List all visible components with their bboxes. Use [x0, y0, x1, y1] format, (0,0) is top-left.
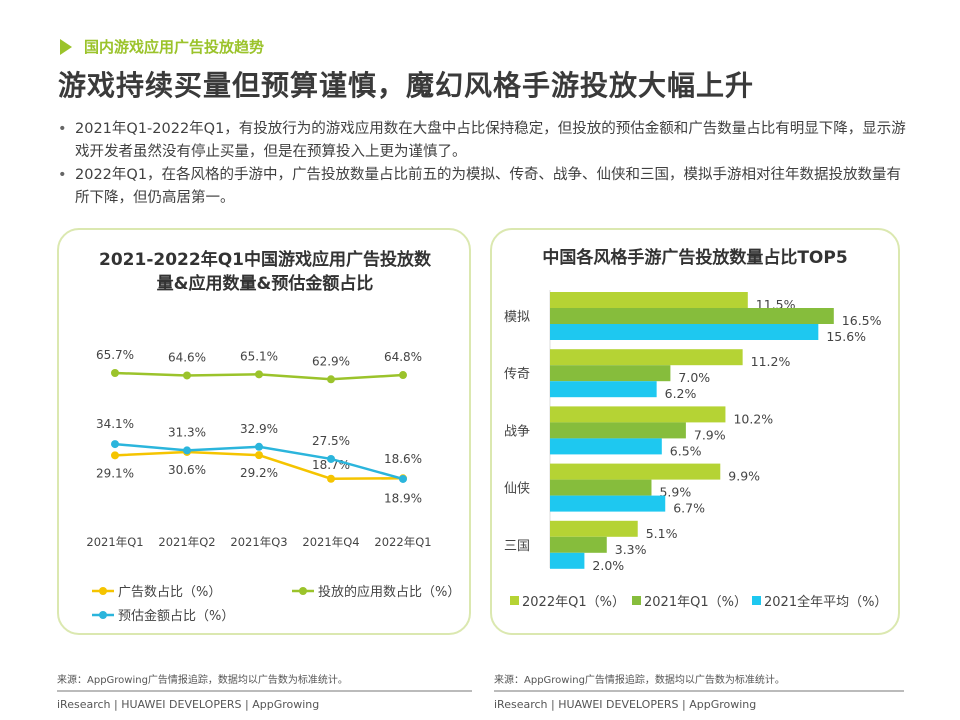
data-point: [111, 440, 119, 449]
data-label: 64.6%: [168, 350, 206, 364]
bar: [550, 292, 748, 308]
legend-marker: [99, 587, 107, 595]
section-label: 国内游戏应用广告投放趋势: [60, 36, 264, 57]
legend-label: 2021年Q1（%）: [644, 595, 747, 610]
category-label: 仙侠: [504, 482, 530, 497]
bar: [550, 463, 721, 480]
bar-value-label: 6.2%: [665, 386, 697, 401]
bar-value-label: 6.5%: [670, 443, 702, 458]
bar: [550, 324, 819, 340]
data-label: 31.3%: [168, 425, 206, 439]
data-label: 34.1%: [96, 417, 134, 431]
bullet-list: 2021年Q1-2022年Q1，有投放行为的游戏应用数在大盘中占比保持稳定，但投…: [58, 118, 908, 210]
legend-label: 投放的应用数占比（%）: [318, 584, 460, 600]
bullet-item: 2021年Q1-2022年Q1，有投放行为的游戏应用数在大盘中占比保持稳定，但投…: [58, 118, 908, 164]
bar-value-label: 7.0%: [678, 370, 710, 385]
bar: [550, 349, 743, 366]
data-label: 32.9%: [240, 422, 278, 436]
bar-chart-panel: [490, 228, 900, 635]
data-label: 29.2%: [240, 466, 278, 480]
data-label: 65.1%: [240, 349, 278, 363]
bar: [550, 422, 686, 439]
bar: [550, 308, 834, 324]
footer-left: iResearch | HUAWEI DEVELOPERS | AppGrowi…: [57, 698, 320, 711]
bar-value-label: 2.0%: [592, 558, 624, 573]
data-label: 62.9%: [312, 354, 350, 368]
bar: [550, 365, 671, 382]
data-label: 30.6%: [168, 463, 206, 477]
bar-value-label: 15.6%: [826, 329, 866, 344]
category-label: 传奇: [504, 366, 530, 382]
bar-value-label: 9.9%: [728, 469, 760, 484]
bar-value-label: 6.7%: [673, 501, 705, 516]
bar: [550, 495, 666, 512]
divider: [57, 690, 472, 692]
bar-value-label: 5.1%: [646, 526, 678, 541]
category-label: 三国: [504, 539, 530, 554]
data-point: [327, 375, 335, 384]
section-label-text: 国内游戏应用广告投放趋势: [84, 38, 265, 56]
bar: [550, 520, 638, 537]
source-note-left: 来源：AppGrowing广告情报追踪，数据均以广告数为标准统计。: [57, 675, 348, 686]
data-point: [255, 370, 263, 379]
line-chart-title-line: 量&应用数量&预估金额占比: [156, 274, 374, 294]
data-point: [111, 369, 119, 377]
bar-value-label: 16.5%: [842, 313, 882, 328]
line-chart-title: 2021-2022年Q1中国游戏应用广告投放数 量&应用数量&预估金额占比: [70, 248, 460, 296]
bar: [550, 552, 585, 569]
legend-label: 2022年Q1（%）: [522, 595, 625, 610]
data-label: 64.8%: [384, 350, 422, 364]
data-label: 29.1%: [96, 466, 134, 480]
data-point: [327, 474, 335, 483]
data-point: [183, 446, 191, 455]
legend-label: 预估金额占比（%）: [118, 608, 234, 624]
data-point: [183, 371, 191, 380]
category-label: 模拟: [504, 310, 530, 325]
bar-value-label: 3.3%: [615, 542, 647, 557]
source-note-right: 来源：AppGrowing广告情报追踪，数据均以广告数为标准统计。: [494, 675, 785, 686]
bar-value-label: 10.2%: [733, 411, 773, 426]
x-tick-label: 2021年Q4: [302, 535, 359, 549]
bar-value-label: 7.9%: [694, 427, 726, 442]
legend-swatch: [752, 596, 761, 605]
bar: [550, 536, 607, 553]
bullet-item: 2022年Q1，在各风格的手游中，广告投放数量占比前五的为模拟、传奇、战争、仙侠…: [58, 164, 908, 210]
page-title: 游戏持续买量但预算谨慎，魔幻风格手游投放大幅上升: [58, 69, 755, 102]
legend-label: 2021全年平均（%）: [764, 594, 887, 610]
bar: [550, 479, 652, 496]
data-label: 18.6%: [384, 452, 422, 466]
category-label: 战争: [504, 424, 530, 439]
legend-swatch: [510, 596, 519, 605]
bar: [550, 381, 657, 398]
x-tick-label: 2021年Q2: [158, 535, 215, 549]
legend-label: 广告数占比（%）: [118, 585, 221, 600]
bar-value-label: 11.2%: [751, 354, 791, 369]
data-point: [399, 474, 407, 483]
divider: [494, 690, 904, 692]
data-point: [111, 451, 119, 460]
bar: [550, 406, 726, 423]
data-label: 27.5%: [312, 434, 350, 448]
bar-chart-title: 中国各风格手游广告投放数量占比TOP5: [542, 248, 848, 268]
data-label: 65.7%: [96, 348, 134, 362]
bar: [550, 438, 662, 455]
data-point: [399, 371, 407, 380]
line-chart-title-line: 2021-2022年Q1中国游戏应用广告投放数: [99, 250, 431, 270]
legend-marker: [99, 611, 107, 619]
footer-right: iResearch | HUAWEI DEVELOPERS | AppGrowi…: [494, 698, 757, 711]
triangle-icon: [60, 38, 72, 55]
legend-swatch: [632, 596, 641, 605]
data-point: [255, 451, 263, 460]
data-point: [327, 454, 335, 463]
bar-value-label: 5.9%: [659, 485, 691, 500]
line-chart-panel: [57, 228, 471, 635]
x-tick-label: 2022年Q1: [374, 535, 431, 549]
data-label: 18.9%: [384, 491, 422, 505]
data-point: [255, 442, 263, 451]
x-tick-label: 2021年Q1: [86, 535, 143, 549]
x-tick-label: 2021年Q3: [230, 535, 287, 549]
legend-marker: [299, 587, 307, 595]
